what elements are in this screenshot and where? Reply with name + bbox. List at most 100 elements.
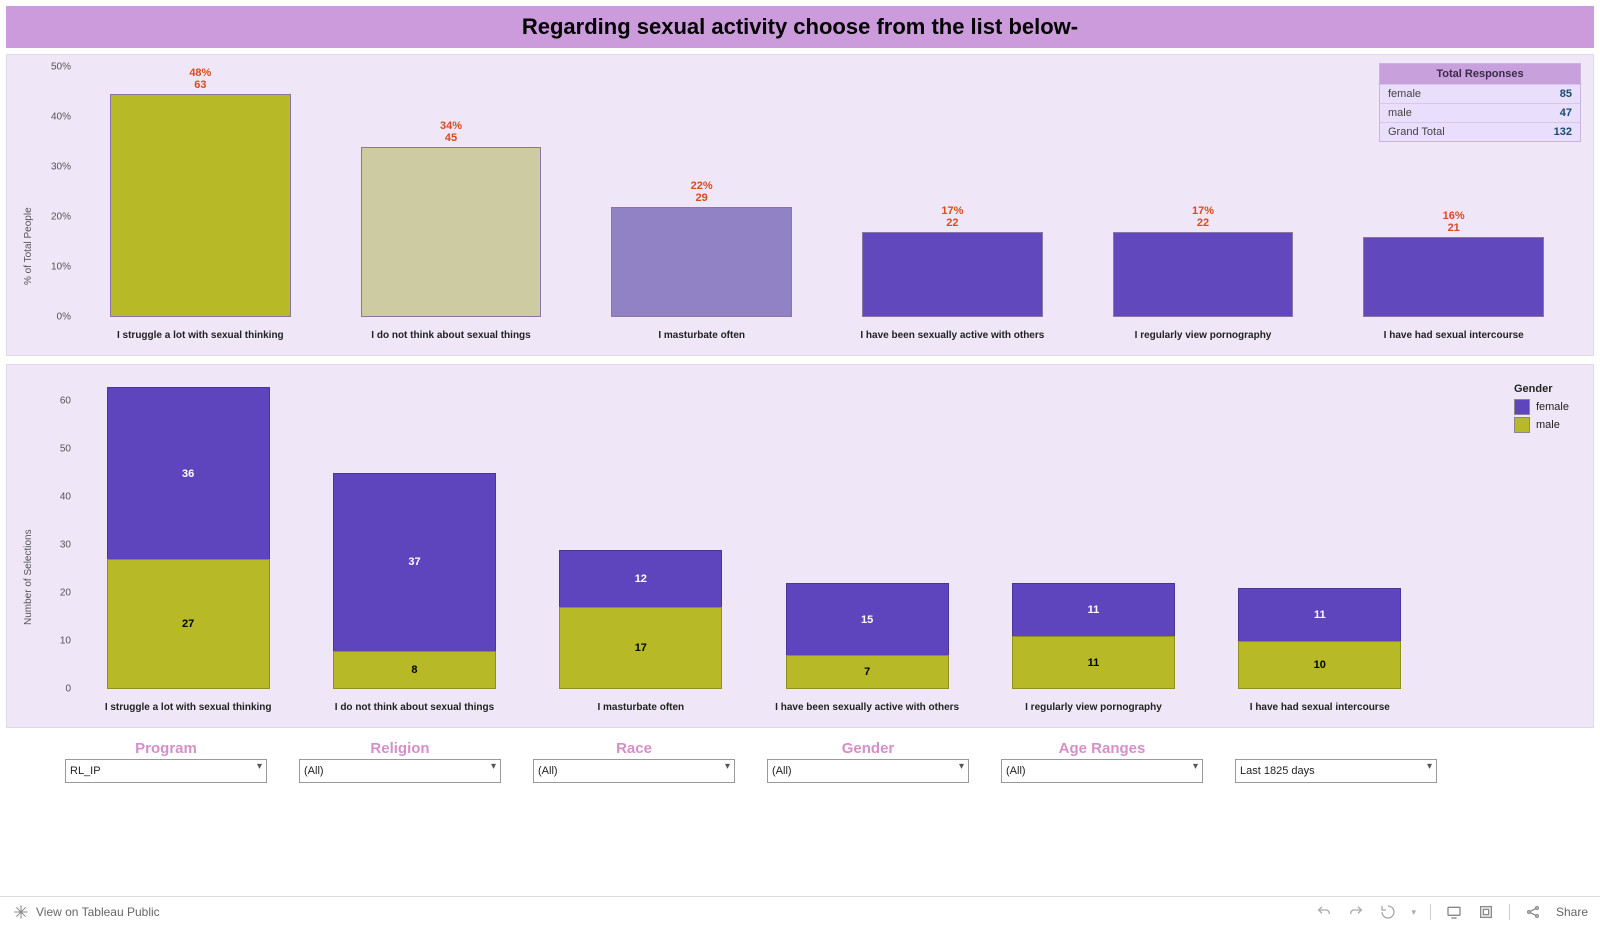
filter-label: Religion <box>370 740 429 757</box>
ytick: 20 <box>60 588 71 599</box>
tableau-logo-icon <box>12 903 30 921</box>
total-responses-table: Total Responses female85male47Grand Tota… <box>1379 63 1581 142</box>
ytick: 30 <box>60 540 71 551</box>
total-row: Grand Total132 <box>1380 122 1580 141</box>
total-row: female85 <box>1380 84 1580 103</box>
filter-label: Age Ranges <box>1059 740 1146 757</box>
redo-icon[interactable] <box>1347 903 1365 921</box>
category-label: I regularly view pornography <box>1078 330 1329 341</box>
top-bar[interactable] <box>1113 232 1293 317</box>
top-bar[interactable] <box>110 94 290 317</box>
ytick: 60 <box>60 396 71 407</box>
stacked-chart-panel: Number of Selections 0102030405060 3627I… <box>6 364 1594 728</box>
filter-label: Gender <box>842 740 895 757</box>
segment-male: 17 <box>559 607 722 689</box>
stacked-bar[interactable]: 3627 <box>107 387 270 689</box>
total-row: male47 <box>1380 103 1580 122</box>
top-chart-area: 48%63I struggle a lot with sexual thinki… <box>75 67 1579 317</box>
filter-label: Program <box>135 740 197 757</box>
bar-count-label: 21 <box>1448 222 1460 234</box>
ytick: 20% <box>51 212 71 223</box>
segment-female: 11 <box>1012 583 1175 636</box>
top-bar[interactable] <box>361 147 541 317</box>
category-label: I have had sexual intercourse <box>1207 702 1433 713</box>
filter-dropdown-religion[interactable]: (All) <box>299 759 501 783</box>
gender-legend: Gender female male <box>1514 383 1569 435</box>
segment-female: 12 <box>559 550 722 608</box>
date-range-dropdown[interactable]: Last 1825 days <box>1235 759 1437 783</box>
bar-percent-label: 16% <box>1443 210 1465 222</box>
segment-male: 8 <box>333 651 496 689</box>
filter-label: Race <box>616 740 652 757</box>
fullscreen-icon[interactable] <box>1477 903 1495 921</box>
segment-male: 7 <box>786 655 949 689</box>
bottom-y-axis: 0102030405060 <box>31 377 75 689</box>
filter-dropdown-race[interactable]: (All) <box>533 759 735 783</box>
top-bar[interactable] <box>862 232 1042 317</box>
bottom-chart-area: 3627I struggle a lot with sexual thinkin… <box>75 377 1433 689</box>
legend-item[interactable]: female <box>1514 399 1569 415</box>
bar-count-label: 63 <box>194 79 206 91</box>
bar-count-label: 22 <box>1197 217 1209 229</box>
stacked-bar[interactable]: 1110 <box>1238 588 1401 689</box>
ytick: 40 <box>60 492 71 503</box>
bar-percent-label: 17% <box>941 205 963 217</box>
bar-percent-label: 22% <box>691 180 713 192</box>
segment-male: 10 <box>1238 641 1401 689</box>
category-label: I do not think about sexual things <box>326 330 577 341</box>
category-label: I have been sexually active with others <box>754 702 980 713</box>
category-label: I have been sexually active with others <box>827 330 1078 341</box>
ytick: 30% <box>51 162 71 173</box>
page-title: Regarding sexual activity choose from th… <box>6 6 1594 48</box>
bar-count-label: 29 <box>696 192 708 204</box>
segment-female: 36 <box>107 387 270 560</box>
reset-icon[interactable] <box>1379 903 1397 921</box>
bar-percent-label: 34% <box>440 120 462 132</box>
category-label: I struggle a lot with sexual thinking <box>75 702 301 713</box>
view-on-tableau-link[interactable]: View on Tableau Public <box>36 905 160 919</box>
top-bar[interactable] <box>1363 237 1543 317</box>
category-label: I have had sexual intercourse <box>1328 330 1579 341</box>
reset-dropdown-icon[interactable]: ▾ <box>1411 907 1416 918</box>
bar-count-label: 22 <box>946 217 958 229</box>
share-icon[interactable] <box>1524 903 1542 921</box>
stacked-bar[interactable]: 157 <box>786 583 949 689</box>
filter-dropdown-age-ranges[interactable]: (All) <box>1001 759 1203 783</box>
ytick: 0% <box>57 312 71 323</box>
filters-row: Program RL_IP Religion (All) Race (All) Gender… <box>6 736 1594 785</box>
tableau-footer: View on Tableau Public ▾ Share <box>0 896 1600 927</box>
category-label: I regularly view pornography <box>980 702 1206 713</box>
top-y-axis: 0%10%20%30%40%50% <box>31 67 75 317</box>
ytick: 40% <box>51 112 71 123</box>
stacked-bar[interactable]: 378 <box>333 473 496 689</box>
stacked-bar[interactable]: 1111 <box>1012 583 1175 689</box>
ytick: 50 <box>60 444 71 455</box>
ytick: 0 <box>65 684 71 695</box>
segment-male: 27 <box>107 559 270 689</box>
ytick: 50% <box>51 62 71 73</box>
filter-dropdown-program[interactable]: RL_IP <box>65 759 267 783</box>
device-icon[interactable] <box>1445 903 1463 921</box>
top-bar[interactable] <box>611 207 791 317</box>
segment-female: 11 <box>1238 588 1401 641</box>
bar-count-label: 45 <box>445 132 457 144</box>
ytick: 10% <box>51 262 71 273</box>
legend-item[interactable]: male <box>1514 417 1569 433</box>
filter-dropdown-gender[interactable]: (All) <box>767 759 969 783</box>
share-button[interactable]: Share <box>1556 905 1588 919</box>
stacked-bar[interactable]: 1217 <box>559 550 722 689</box>
category-label: I masturbate often <box>576 330 827 341</box>
segment-female: 15 <box>786 583 949 655</box>
ytick: 10 <box>60 636 71 647</box>
bar-percent-label: 48% <box>189 67 211 79</box>
total-responses-title: Total Responses <box>1380 64 1580 84</box>
segment-female: 37 <box>333 473 496 651</box>
category-label: I masturbate often <box>528 702 754 713</box>
legend-title: Gender <box>1514 383 1569 395</box>
bar-percent-label: 17% <box>1192 205 1214 217</box>
category-label: I do not think about sexual things <box>301 702 527 713</box>
segment-male: 11 <box>1012 636 1175 689</box>
category-label: I struggle a lot with sexual thinking <box>75 330 326 341</box>
undo-icon[interactable] <box>1315 903 1333 921</box>
percent-chart-panel: % of Total People 0%10%20%30%40%50% 48%6… <box>6 54 1594 356</box>
